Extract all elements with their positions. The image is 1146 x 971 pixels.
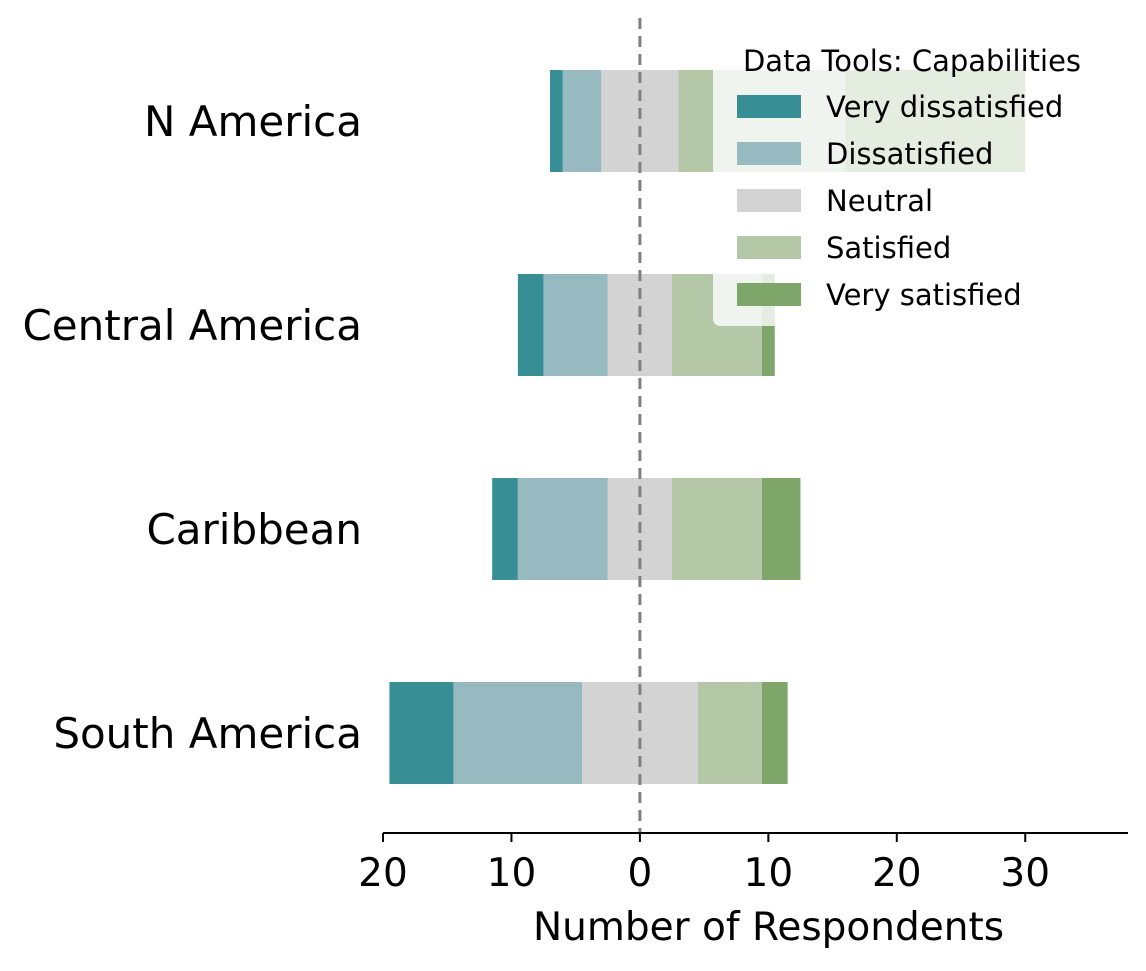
y-axis-category-labels: N America Central America Caribbean South A… bbox=[22, 97, 362, 758]
bar-segment-south-america-very-satisfied bbox=[761, 682, 788, 784]
x-tick-label: 30 bbox=[1000, 851, 1050, 896]
bar-segment-n-america-neutral bbox=[601, 70, 679, 172]
category-label: Caribbean bbox=[146, 505, 362, 554]
legend-title: Data Tools: Capabilities bbox=[743, 44, 1081, 78]
x-tick-label: 0 bbox=[627, 851, 652, 896]
category-label: Central America bbox=[22, 301, 362, 350]
legend-frame bbox=[713, 42, 1123, 326]
x-tick-label: 10 bbox=[744, 851, 794, 896]
category-label: N America bbox=[144, 97, 362, 146]
bar-segment-n-america-dissatisfied bbox=[562, 70, 602, 172]
bar-segment-caribbean-satisfied bbox=[672, 478, 762, 580]
legend-entry-label: Very dissatisfied bbox=[826, 90, 1063, 124]
legend-swatch bbox=[737, 236, 801, 259]
bar-segment-south-america-dissatisfied bbox=[453, 682, 583, 784]
bar-segment-caribbean-very-satisfied bbox=[761, 478, 801, 580]
bar-segment-caribbean-very-dissatisfied bbox=[492, 478, 518, 580]
legend-entry-label: Satisfied bbox=[826, 231, 951, 265]
x-axis: 20 10 0 10 20 30 bbox=[358, 832, 1128, 896]
legend-entry-label: Very satisfied bbox=[826, 278, 1022, 312]
bar-segment-central-america-dissatisfied bbox=[543, 274, 608, 376]
legend: Data Tools: Capabilities Very dissatisfie… bbox=[713, 42, 1123, 326]
bar-segment-south-america-neutral bbox=[582, 682, 698, 784]
category-label: South America bbox=[53, 709, 362, 758]
legend-entry-label: Dissatisfied bbox=[826, 137, 993, 171]
legend-swatch bbox=[737, 142, 801, 165]
legend-swatch bbox=[737, 95, 801, 118]
bar-segment-n-america-very-dissatisfied bbox=[549, 70, 563, 172]
x-tick-label: 10 bbox=[487, 851, 537, 896]
legend-swatch bbox=[737, 189, 801, 212]
x-tick-label: 20 bbox=[358, 851, 408, 896]
bar-segment-south-america-very-dissatisfied bbox=[389, 682, 454, 784]
bar-segment-central-america-very-dissatisfied bbox=[517, 274, 544, 376]
x-axis-label: Number of Respondents bbox=[533, 905, 1004, 950]
x-tick-label: 20 bbox=[872, 851, 922, 896]
bar-segment-caribbean-dissatisfied bbox=[517, 478, 608, 580]
bar-segment-south-america-satisfied bbox=[697, 682, 762, 784]
legend-entry-label: Neutral bbox=[826, 184, 933, 218]
legend-swatch bbox=[737, 283, 801, 306]
